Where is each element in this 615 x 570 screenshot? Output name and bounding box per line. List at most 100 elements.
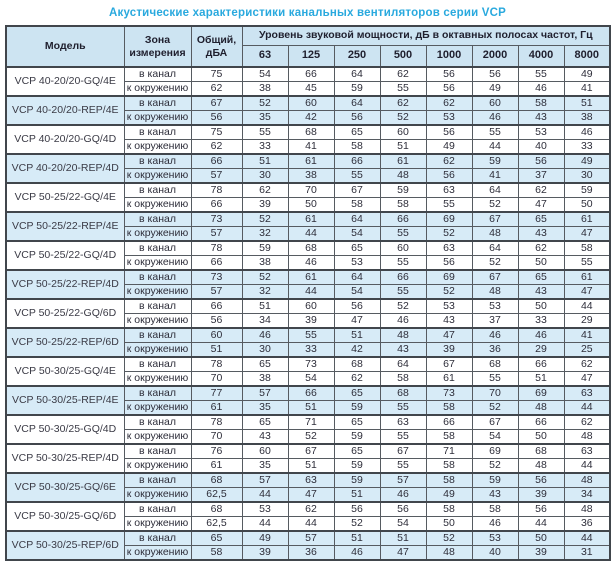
model-cell: VCP 50-25/22-REP/6D (5, 327, 125, 358)
level-cell: 59 (379, 182, 427, 198)
zone-cell: в канал (123, 356, 192, 372)
level-cell: 67 (379, 443, 427, 459)
level-cell: 48 (517, 400, 565, 416)
level-cell: 68 (471, 356, 519, 372)
total-dba-cell: 57 (190, 168, 243, 184)
table-row: к окружению 62,5 44 47 51 46 49 43 39 34 (6, 487, 611, 503)
level-cell: 68 (287, 240, 335, 256)
level-cell: 52 (471, 197, 519, 213)
level-cell: 50 (517, 255, 565, 271)
level-cell: 60 (471, 95, 519, 111)
total-dba-column-header: Общий, дБА (190, 25, 243, 68)
level-cell: 30 (563, 168, 611, 184)
zone-cell: в канал (123, 240, 192, 256)
level-cell: 49 (425, 487, 473, 503)
zone-cell: в канал (123, 414, 192, 430)
frequency-header: 125 (287, 45, 335, 68)
level-cell: 62 (425, 95, 473, 111)
level-cell: 69 (517, 385, 565, 401)
zone-cell: в канал (123, 530, 192, 546)
zone-cell: в канал (123, 95, 192, 111)
total-dba-cell: 61 (190, 458, 243, 474)
level-cell: 51 (333, 327, 381, 343)
zone-cell: к окружению (123, 429, 192, 445)
total-dba-cell: 62,5 (190, 516, 243, 532)
zone-cell: в канал (123, 298, 192, 314)
table-row: VCP 50-30/25-REP/4E в канал 77 57 66 65 68 73 70… (5, 385, 611, 416)
level-cell: 58 (425, 429, 473, 445)
table-row: к окружению 57 32 44 54 55 52 48 43 47 (6, 226, 611, 242)
level-cell: 52 (425, 226, 473, 242)
level-cell: 61 (287, 269, 335, 285)
table-row: VCP 50-30/25-REP/6D в канал 65 49 57 51 51 52 53… (5, 530, 611, 561)
level-cell: 40 (471, 545, 519, 561)
table-row: к окружению 66 39 50 58 58 55 52 47 50 (6, 197, 611, 213)
level-cell: 58 (379, 371, 427, 387)
total-dba-cell: 78 (190, 182, 243, 198)
level-cell: 52 (379, 110, 427, 126)
zone-cell: к окружению (123, 139, 192, 155)
table-row: VCP 50-30/25-GQ/4E в канал 78 65 73 68 64 67 68 6… (5, 356, 611, 387)
total-dba-cell: 57 (190, 284, 243, 300)
level-cell: 62 (287, 501, 335, 517)
level-cell: 52 (471, 458, 519, 474)
level-cell: 59 (563, 182, 611, 198)
level-cell: 45 (287, 81, 335, 97)
level-cell: 44 (563, 530, 611, 546)
table-row: к окружению 56 35 42 56 52 53 46 43 38 (6, 110, 611, 126)
model-cell: VCP 50-30/25-GQ/4D (5, 414, 125, 445)
level-cell: 57 (379, 472, 427, 488)
frequency-header: 250 (333, 45, 381, 68)
level-cell: 47 (563, 284, 611, 300)
level-cell: 62 (425, 153, 473, 169)
model-cell: VCP 50-25/22-GQ/4E (5, 182, 125, 213)
level-cell: 66 (287, 385, 335, 401)
total-dba-cell: 56 (190, 110, 243, 126)
level-cell: 44 (287, 226, 335, 242)
acoustic-characteristics-table: Модель Зона измерения Общий, дБА Уровень… (5, 25, 612, 561)
level-cell: 49 (241, 530, 289, 546)
level-cell: 56 (517, 153, 565, 169)
level-cell: 56 (471, 66, 519, 82)
level-cell: 50 (517, 298, 565, 314)
level-cell: 68 (379, 385, 427, 401)
level-cell: 53 (471, 298, 519, 314)
model-column-header: Модель (5, 25, 125, 68)
level-cell: 49 (563, 66, 611, 82)
total-dba-cell: 58 (190, 545, 243, 561)
total-dba-cell: 76 (190, 443, 243, 459)
level-cell: 48 (379, 168, 427, 184)
level-cell: 50 (517, 530, 565, 546)
level-cell: 68 (517, 443, 565, 459)
model-cell: VCP 50-25/22-REP/4D (5, 269, 125, 300)
level-cell: 63 (287, 472, 335, 488)
model-cell: VCP 40-20/20-GQ/4E (5, 66, 125, 97)
level-cell: 31 (563, 545, 611, 561)
frequency-header: 8000 (563, 45, 611, 68)
model-cell: VCP 50-30/25-REP/4E (5, 385, 125, 416)
level-cell: 36 (287, 545, 335, 561)
level-cell: 59 (333, 81, 381, 97)
level-cell: 35 (241, 400, 289, 416)
zone-cell: в канал (123, 211, 192, 227)
level-cell: 66 (517, 356, 565, 372)
level-cell: 62 (333, 371, 381, 387)
level-cell: 29 (517, 342, 565, 358)
level-cell: 67 (333, 182, 381, 198)
level-cell: 56 (517, 472, 565, 488)
level-cell: 61 (425, 371, 473, 387)
zone-cell: к окружению (123, 371, 192, 387)
level-cell: 51 (333, 487, 381, 503)
level-cell: 37 (517, 168, 565, 184)
level-cell: 43 (241, 429, 289, 445)
level-cell: 55 (379, 226, 427, 242)
level-cell: 35 (241, 458, 289, 474)
level-cell: 39 (241, 197, 289, 213)
level-cell: 59 (333, 400, 381, 416)
level-cell: 55 (471, 371, 519, 387)
level-cell: 62 (379, 95, 427, 111)
zone-cell: к окружению (123, 487, 192, 503)
level-cell: 58 (425, 400, 473, 416)
level-cell: 58 (425, 501, 473, 517)
level-cell: 53 (425, 298, 473, 314)
